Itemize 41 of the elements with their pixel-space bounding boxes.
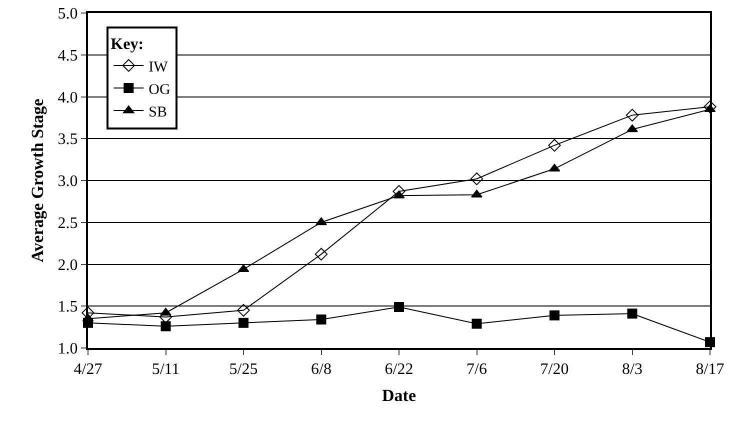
point xyxy=(160,321,171,332)
y-tick-label: 5.0 xyxy=(58,6,78,23)
legend-title: Key: xyxy=(110,36,144,54)
x-tick-label: 5/25 xyxy=(229,361,258,378)
x-tick-label: 7/6 xyxy=(466,361,487,378)
point xyxy=(626,124,638,132)
point xyxy=(472,318,482,329)
x-tick-label: 5/11 xyxy=(152,361,180,378)
y-tick-label: 3.5 xyxy=(58,131,78,148)
point xyxy=(470,172,484,186)
x-tick-label: 7/20 xyxy=(540,361,569,378)
point xyxy=(548,164,560,172)
y-tick-label: 3.0 xyxy=(58,173,78,190)
point xyxy=(548,138,561,152)
point xyxy=(237,304,250,317)
x-tick-label: 6/22 xyxy=(384,361,414,378)
point xyxy=(394,302,404,312)
point xyxy=(627,308,638,319)
point xyxy=(238,318,248,328)
y-tick-label: 2.5 xyxy=(58,214,78,232)
y-tick-label: 4.5 xyxy=(58,47,78,64)
point xyxy=(626,108,639,122)
y-axis-title: Average Growth Stage xyxy=(28,98,47,262)
point xyxy=(314,248,328,261)
y-tick-label: 1.0 xyxy=(58,340,78,358)
y-tick-label: 4.0 xyxy=(58,89,78,106)
x-tick-label: 8/17 xyxy=(696,361,724,378)
legend-label: SB xyxy=(148,104,168,120)
y-tick-label: 2.0 xyxy=(58,256,78,274)
x-axis-title: Date xyxy=(382,386,416,406)
legend-label: IW xyxy=(148,59,169,76)
legend-label: OG xyxy=(148,82,170,98)
point xyxy=(550,310,560,320)
point xyxy=(316,217,327,226)
point xyxy=(238,264,250,272)
point xyxy=(316,314,326,325)
x-tick-label: 4/27 xyxy=(74,361,102,378)
point xyxy=(704,100,716,114)
x-tick-label: 8/3 xyxy=(622,361,642,378)
x-tick-label: 6/8 xyxy=(311,361,332,378)
y-tick-label: 1.5 xyxy=(58,298,78,316)
